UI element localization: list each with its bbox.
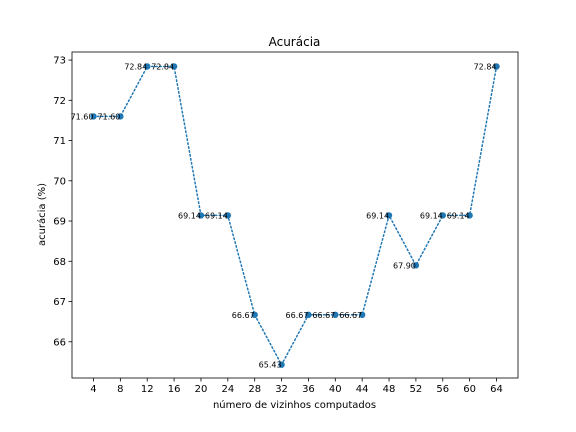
- data-point: [412, 262, 420, 269]
- y-tick-label: 70: [53, 176, 66, 187]
- x-tick-label: 16: [168, 384, 181, 395]
- data-point: [90, 113, 97, 120]
- data-label: 71.60: [71, 112, 94, 121]
- plot-frame: [71, 51, 519, 379]
- data-point: [251, 311, 258, 319]
- data-point: [358, 311, 366, 319]
- data-point: [385, 212, 393, 219]
- x-tick-label: 32: [275, 384, 288, 395]
- data-label: 69.14: [205, 211, 228, 220]
- data-label: 66.67: [339, 311, 362, 320]
- data-label: 65.43: [259, 361, 282, 370]
- series-line: [92, 65, 498, 367]
- data-label: 72.84: [474, 62, 497, 71]
- x-tick-label: 56: [436, 384, 449, 395]
- data-label: 66.67: [286, 311, 309, 320]
- data-label: 69.14: [420, 211, 443, 220]
- x-tick-label: 24: [221, 384, 234, 395]
- x-tick-label: 48: [383, 384, 396, 395]
- data-label: 66.67: [312, 311, 335, 320]
- data-label: 66.67: [232, 311, 255, 320]
- data-point: [439, 212, 446, 219]
- x-tick-label: 60: [463, 384, 476, 395]
- x-tick-label: 28: [248, 384, 261, 395]
- data-label: 69.14: [447, 211, 470, 220]
- data-point: [278, 361, 285, 368]
- x-tick-label: 8: [117, 384, 123, 395]
- x-tick-label: 40: [329, 384, 342, 395]
- y-axis-label: acurácia (%): [36, 183, 48, 246]
- x-tick-label: 44: [356, 384, 369, 395]
- data-point: [305, 311, 312, 319]
- x-tick-label: 4: [90, 384, 96, 395]
- x-tick-label: 36: [302, 384, 315, 395]
- x-axis-label: número de vizinhos computados: [213, 399, 376, 411]
- data-point: [466, 212, 473, 219]
- chart-title: Acurácia: [269, 35, 321, 49]
- data-point: [224, 212, 232, 219]
- y-tick-label: 67: [53, 297, 66, 308]
- data-point: [144, 63, 151, 70]
- y-tick-label: 68: [53, 257, 66, 268]
- data-label: 72.84: [151, 62, 174, 71]
- y-tick-label: 73: [53, 56, 66, 67]
- data-point: [197, 212, 205, 219]
- data-label: 71.60: [97, 112, 120, 121]
- data-point: [170, 63, 178, 70]
- data-label: 72.84: [124, 62, 147, 71]
- x-tick-label: 52: [410, 384, 423, 395]
- x-tick-label: 20: [195, 384, 208, 395]
- x-tick-label: 12: [141, 384, 154, 395]
- axes: 4 8 12 16 20 24 28 32 36 40 44 48 52 56 60 646667686970…: [53, 51, 519, 395]
- y-tick-label: 72: [53, 96, 66, 107]
- y-tick-label: 71: [53, 136, 66, 147]
- data-point: [493, 63, 500, 70]
- y-tick-label: 69: [53, 217, 66, 228]
- data-point: [332, 311, 339, 319]
- x-tick-label: 64: [490, 384, 503, 395]
- data-label: 69.14: [366, 211, 389, 220]
- data-label: 69.14: [178, 211, 201, 220]
- data-point: [117, 113, 124, 120]
- series-layer: 71.60 71.60 72.84 72.84 69.14 69.14 66.67 65.43…: [71, 62, 500, 370]
- data-label: 67.90: [393, 261, 416, 270]
- y-tick-label: 66: [53, 337, 66, 348]
